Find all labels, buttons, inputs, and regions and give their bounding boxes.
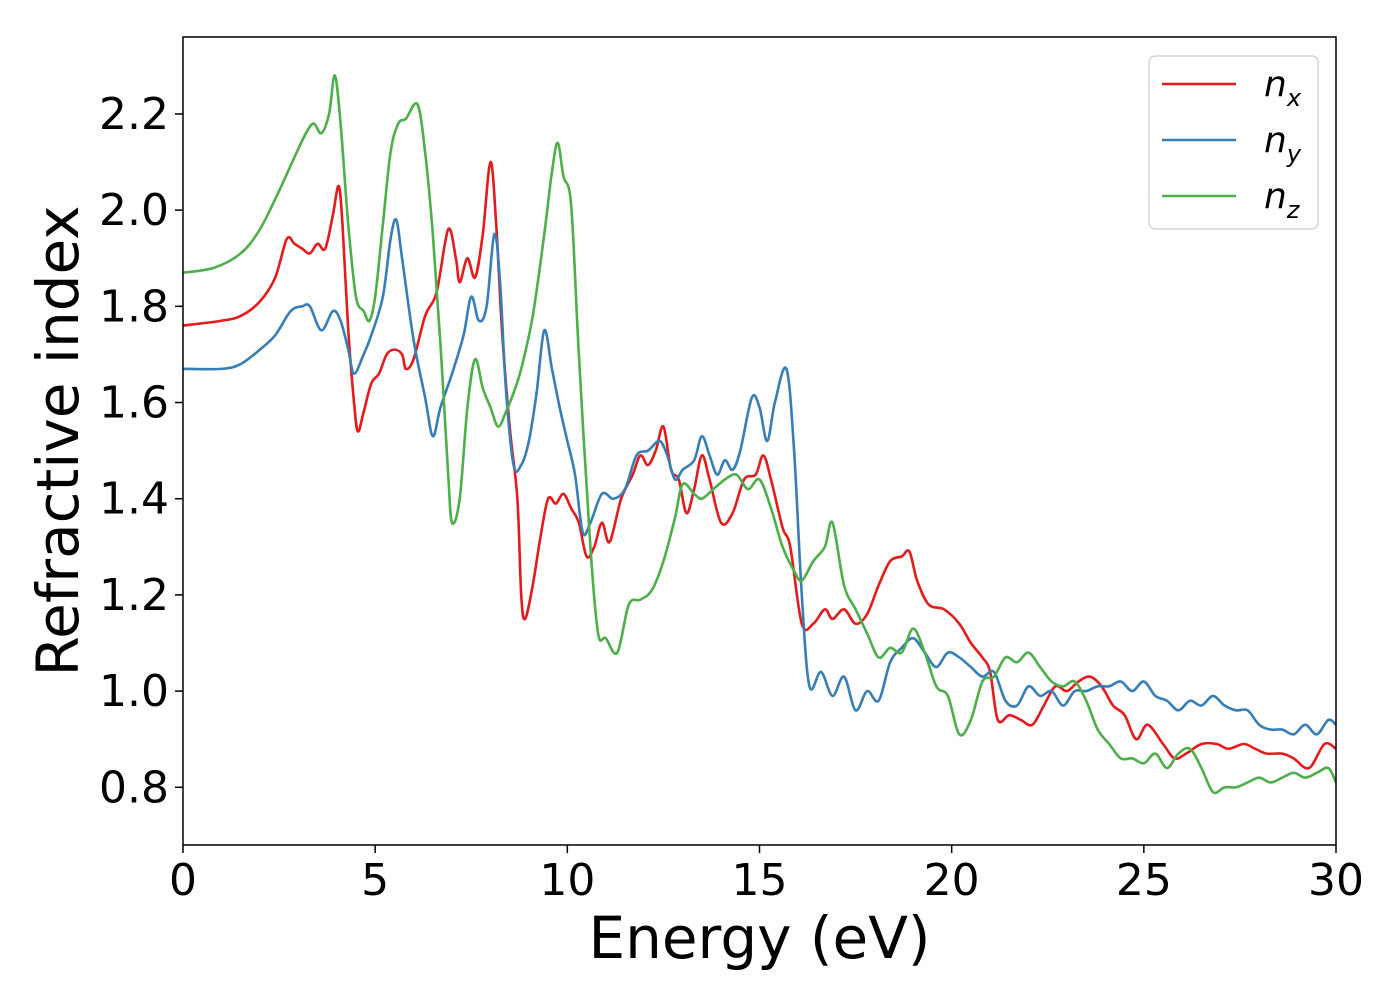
y-tick-label: 2.0 xyxy=(99,185,169,236)
x-tick-label: 5 xyxy=(361,855,389,906)
x-tick-label: 30 xyxy=(1308,855,1364,906)
x-axis-label: Energy (eV) xyxy=(588,904,930,972)
legend-label-y: ny xyxy=(1264,120,1302,168)
series-line-x xyxy=(183,160,1336,770)
x-tick-label: 20 xyxy=(924,855,980,906)
y-tick-label: 1.4 xyxy=(99,474,169,525)
legend-label-x: nx xyxy=(1264,64,1302,112)
y-axis-ticks: 0.8 1.0 1.2 1.4 1.6 1.8 2.0 2.2 xyxy=(99,89,183,813)
x-axis-ticks: 0 5 10 15 20 25 30 xyxy=(169,845,1364,906)
y-tick-label: 1.0 xyxy=(99,666,169,717)
legend-entries: nx ny nz xyxy=(1162,64,1302,224)
x-tick-label: 15 xyxy=(732,855,788,906)
series-line-y xyxy=(183,217,1336,736)
x-tick-label: 10 xyxy=(539,855,595,906)
y-tick-label: 2.2 xyxy=(99,89,169,140)
legend-box xyxy=(1148,55,1319,230)
y-tick-label: 1.8 xyxy=(99,281,169,332)
y-tick-label: 0.8 xyxy=(99,762,169,813)
legend: nx ny nz xyxy=(1148,55,1319,230)
y-tick-label: 1.6 xyxy=(99,378,169,429)
x-tick-label: 0 xyxy=(169,855,197,906)
legend-label-z: nz xyxy=(1264,176,1301,224)
x-tick-label: 25 xyxy=(1116,855,1172,906)
y-tick-label: 1.2 xyxy=(99,570,169,621)
series-line-z xyxy=(183,74,1336,795)
y-axis-label: Refractive index xyxy=(24,205,92,676)
series-layer xyxy=(183,74,1336,795)
